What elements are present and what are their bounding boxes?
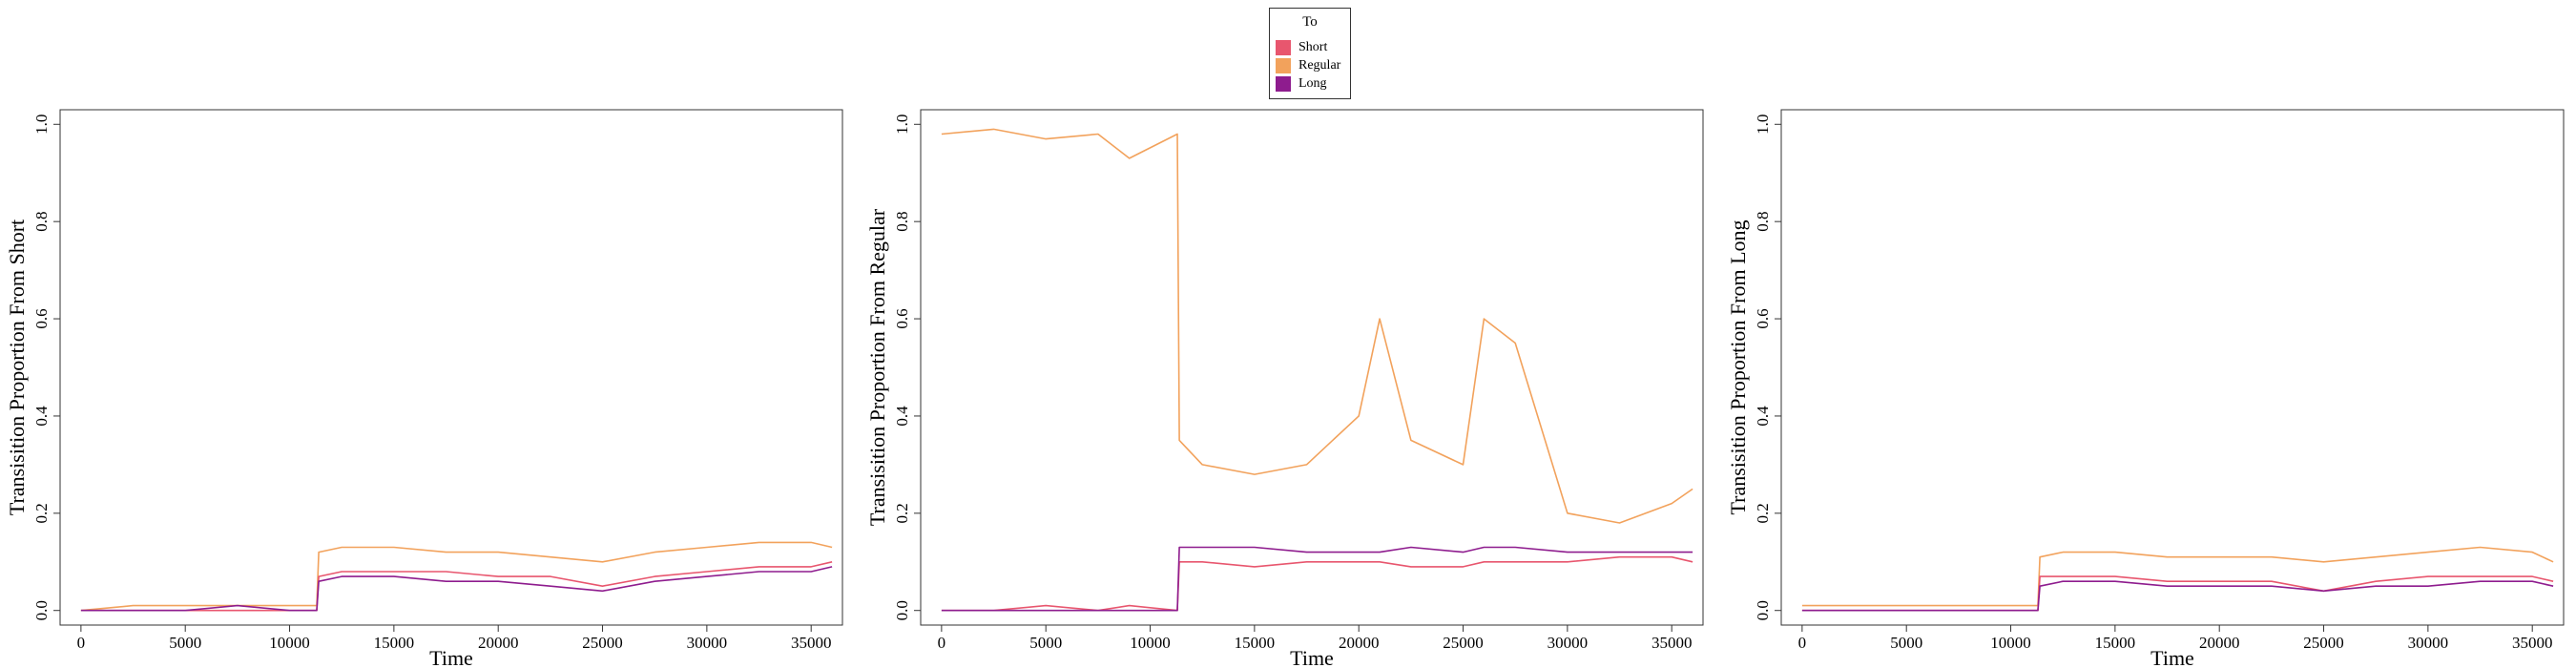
panel3-y-axis-label: Transisition Proportion From Long xyxy=(1726,219,1750,514)
panel1-x-axis-label: Time xyxy=(429,646,473,668)
legend-title: To xyxy=(1302,14,1318,30)
panel1-x-tick-label: 20000 xyxy=(478,634,519,652)
panel3-series-long xyxy=(1801,580,2554,612)
panel2-x-tick-label: 10000 xyxy=(1130,634,1171,652)
panel1-x-tick-label: 30000 xyxy=(687,634,728,652)
legend-label-short: Short xyxy=(1298,39,1328,54)
panel1-y-tick-label: 0.8 xyxy=(32,212,51,232)
panel2-x-tick-label: 5000 xyxy=(1029,634,1062,652)
panel3-x-tick-label: 0 xyxy=(1798,634,1807,652)
panel2-x-tick-label: 30000 xyxy=(1548,634,1589,652)
legend: To Short Regular Long xyxy=(1269,8,1351,99)
legend-item-long: Long xyxy=(1276,74,1327,93)
legend-item-short: Short xyxy=(1276,38,1327,56)
panel2-y-tick-label: 0.8 xyxy=(893,212,911,232)
panel2-plot-frame xyxy=(920,109,1704,626)
panel2-x-tick-label: 20000 xyxy=(1339,634,1380,652)
legend-item-regular: Regular xyxy=(1276,56,1340,74)
panel2-x-tick-label: 15000 xyxy=(1235,634,1276,652)
legend-swatch-long xyxy=(1276,75,1291,92)
panel1-x-tick-label: 15000 xyxy=(374,634,415,652)
panel2-y-tick-label: 1.0 xyxy=(893,115,911,135)
legend-label-long: Long xyxy=(1298,75,1327,91)
panel1-y-axis-label: Transisition Proportion From Short xyxy=(5,219,29,515)
panel1-x-tick-label: 0 xyxy=(77,634,86,652)
panel3-y-tick-label: 0.2 xyxy=(1754,503,1772,523)
panel2-series-short xyxy=(941,555,1693,612)
panel3-y-tick-label: 0.0 xyxy=(1754,600,1772,620)
panel2-y-tick-label: 0.6 xyxy=(893,308,911,328)
panel1-x-tick-label: 10000 xyxy=(269,634,310,652)
legend-swatch-short xyxy=(1276,39,1291,55)
panel3-x-tick-label: 35000 xyxy=(2512,634,2553,652)
panel1-series-regular xyxy=(80,541,833,612)
panel3-y-tick-label: 0.8 xyxy=(1754,212,1772,232)
panel2-series-regular xyxy=(941,128,1693,524)
panel3-x-tick-label: 25000 xyxy=(2303,634,2344,652)
panel3-plot-frame xyxy=(1780,109,2565,626)
panel2-x-tick-label: 25000 xyxy=(1443,634,1484,652)
panel2-x-tick-label: 0 xyxy=(938,634,946,652)
panel2-x-tick-label: 35000 xyxy=(1652,634,1693,652)
panel2-series-long xyxy=(941,546,1693,612)
panel3-series-regular xyxy=(1801,546,2554,607)
panel1-plot-frame xyxy=(59,109,843,626)
panel2-y-axis-label: Transisition Proportion From Regular xyxy=(865,208,889,526)
panel3-x-tick-label: 10000 xyxy=(1990,634,2031,652)
panel3-x-tick-label: 20000 xyxy=(2199,634,2240,652)
panel3-y-tick-label: 1.0 xyxy=(1754,115,1772,135)
panel2-y-tick-label: 0.4 xyxy=(893,406,911,427)
panel2-y-tick-label: 0.0 xyxy=(893,600,911,620)
panel1-y-tick-label: 0.0 xyxy=(32,600,51,620)
legend-swatch-regular xyxy=(1276,57,1291,73)
panel3-x-tick-label: 5000 xyxy=(1890,634,1922,652)
panel3-y-tick-label: 0.6 xyxy=(1754,308,1772,328)
panel3-y-tick-label: 0.4 xyxy=(1754,406,1772,427)
legend-label-regular: Regular xyxy=(1298,57,1341,73)
panel3-x-tick-label: 30000 xyxy=(2408,634,2449,652)
panel3-x-tick-label: 15000 xyxy=(2095,634,2136,652)
panel1-x-tick-label: 25000 xyxy=(582,634,623,652)
panel2-y-tick-label: 0.2 xyxy=(893,503,911,523)
panel1-x-tick-label: 5000 xyxy=(169,634,201,652)
panel1-y-tick-label: 0.2 xyxy=(32,503,51,523)
panel1-series-short xyxy=(80,561,833,612)
panel1-y-tick-label: 1.0 xyxy=(32,115,51,135)
panel1-y-tick-label: 0.4 xyxy=(32,406,51,427)
panel2-x-axis-label: Time xyxy=(1290,646,1334,668)
panel1-y-tick-label: 0.6 xyxy=(32,308,51,328)
panel3-x-axis-label: Time xyxy=(2150,646,2194,668)
panel1-x-tick-label: 35000 xyxy=(791,634,832,652)
panel1-series-long xyxy=(80,566,833,612)
